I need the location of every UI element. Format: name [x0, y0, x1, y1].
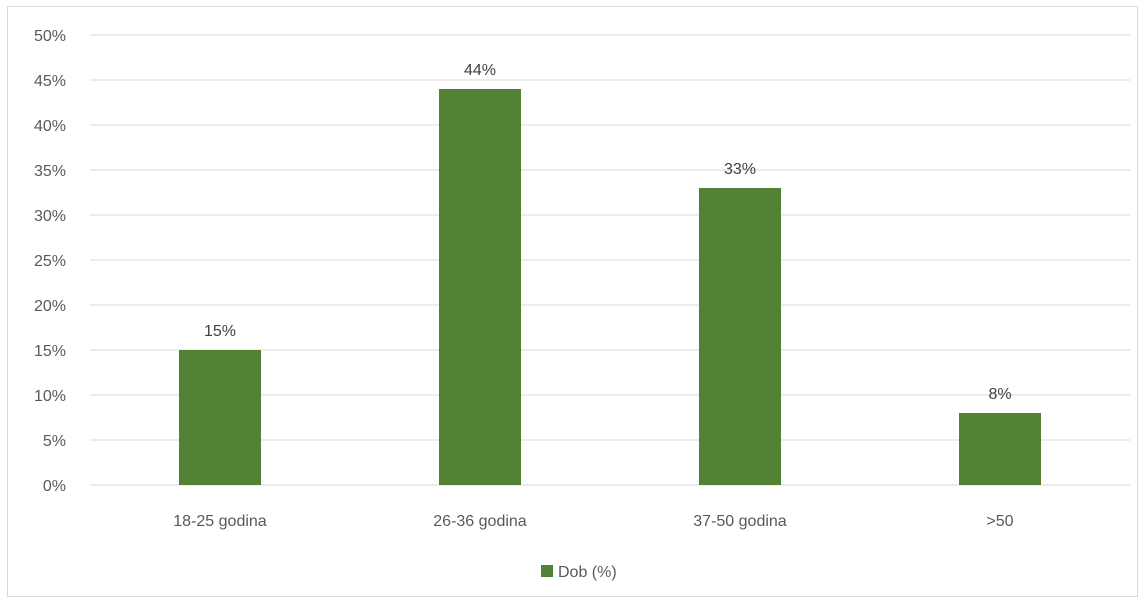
bars	[179, 89, 1041, 485]
y-tick-label: 0%	[43, 478, 66, 495]
y-tick-label: 15%	[34, 343, 66, 360]
x-axis-ticks: 18-25 godina 26-36 godina 37-50 godina >50	[173, 513, 1013, 530]
y-tick-label: 20%	[34, 298, 66, 315]
data-label: 33%	[724, 161, 756, 178]
legend-label: Dob (%)	[558, 564, 617, 581]
bar	[699, 188, 781, 485]
x-tick-label: 26-36 godina	[433, 513, 527, 530]
y-tick-label: 40%	[34, 118, 66, 135]
data-label: 8%	[988, 386, 1011, 403]
data-label: 44%	[464, 62, 496, 79]
bar	[179, 350, 261, 485]
gridlines	[90, 34, 1130, 486]
bar	[959, 413, 1041, 485]
x-tick-label: 37-50 godina	[693, 513, 787, 530]
chart-frame	[7, 6, 1138, 597]
x-tick-label: 18-25 godina	[173, 513, 267, 530]
y-axis-ticks: 0% 5% 10% 15% 20% 25% 30% 35% 40% 45% 50%	[34, 28, 66, 495]
legend-swatch	[541, 565, 553, 577]
y-tick-label: 10%	[34, 388, 66, 405]
bar	[439, 89, 521, 485]
x-tick-label: >50	[986, 513, 1013, 530]
y-tick-label: 30%	[34, 208, 66, 225]
data-labels: 15% 44% 33% 8%	[204, 62, 1012, 403]
y-tick-label: 35%	[34, 163, 66, 180]
y-tick-label: 5%	[43, 433, 66, 450]
y-tick-label: 45%	[34, 73, 66, 90]
y-tick-label: 25%	[34, 253, 66, 270]
data-label: 15%	[204, 323, 236, 340]
y-tick-label: 50%	[34, 28, 66, 45]
legend: Dob (%)	[541, 564, 617, 581]
